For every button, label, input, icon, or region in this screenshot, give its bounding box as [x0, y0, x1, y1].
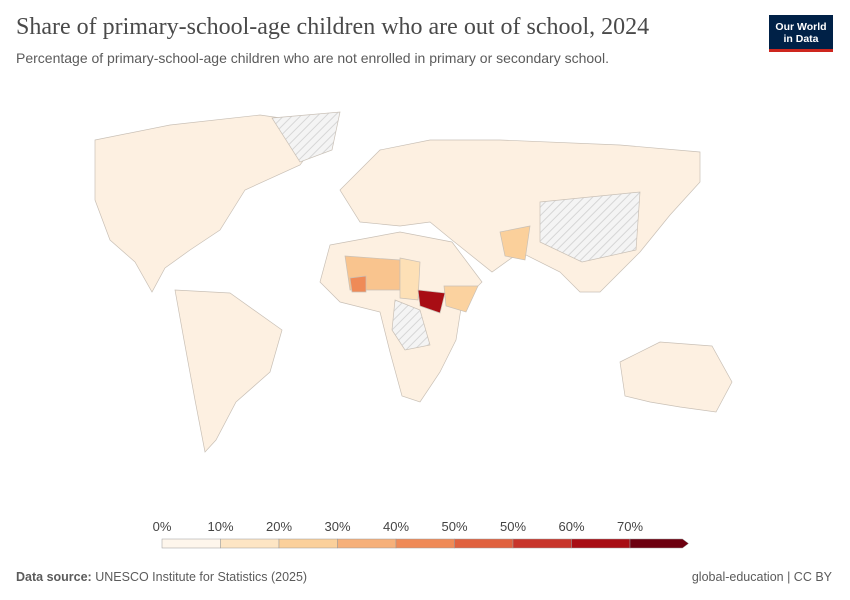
region[interactable] — [499, 225, 531, 261]
legend-swatch — [161, 538, 221, 549]
region[interactable] — [349, 275, 367, 293]
logo-line: in Data — [783, 33, 819, 45]
legend-swatch — [512, 538, 572, 549]
legend-label: 0% — [153, 519, 172, 534]
region[interactable] — [417, 289, 446, 314]
legend-label: 50% — [441, 519, 467, 534]
legend-arrow — [629, 538, 689, 549]
legend-swatch — [454, 538, 514, 549]
north-america[interactable] — [94, 114, 331, 293]
legend-swatch — [220, 538, 280, 549]
title: Share of primary-school-age children who… — [16, 14, 650, 40]
logo[interactable]: Our World in Data — [769, 15, 833, 52]
region[interactable] — [399, 257, 421, 301]
legend-label: 60% — [558, 519, 584, 534]
no-data-region[interactable] — [391, 299, 431, 351]
legend-label: 50% — [500, 519, 526, 534]
south-america[interactable] — [174, 289, 283, 453]
map: 0% 10% 20% 30% 40% 50% 50% 60% 70% — [94, 111, 733, 549]
australia[interactable] — [619, 341, 733, 413]
no-data-region[interactable] — [539, 191, 641, 263]
subtitle: Percentage of primary-school-age childre… — [16, 50, 609, 66]
source-text[interactable]: UNESCO Institute for Statistics (2025) — [95, 570, 308, 584]
legend-label: 30% — [324, 519, 350, 534]
legend-swatch — [395, 538, 455, 549]
legend-label: 10% — [207, 519, 233, 534]
legend-swatch — [337, 538, 397, 549]
legend-label: 40% — [383, 519, 409, 534]
source: Data source: UNESCO Institute for Statis… — [16, 570, 307, 584]
greenland[interactable] — [271, 111, 341, 163]
region[interactable] — [443, 285, 479, 313]
legend-label: 70% — [617, 519, 643, 534]
logo-line: Our World — [775, 21, 827, 33]
legend-swatch — [571, 538, 631, 549]
legend-label: 20% — [266, 519, 292, 534]
land — [94, 111, 733, 453]
source-label: Data source: — [16, 570, 92, 584]
legend-swatch — [278, 538, 338, 549]
license[interactable]: global-education | CC BY — [691, 570, 832, 584]
